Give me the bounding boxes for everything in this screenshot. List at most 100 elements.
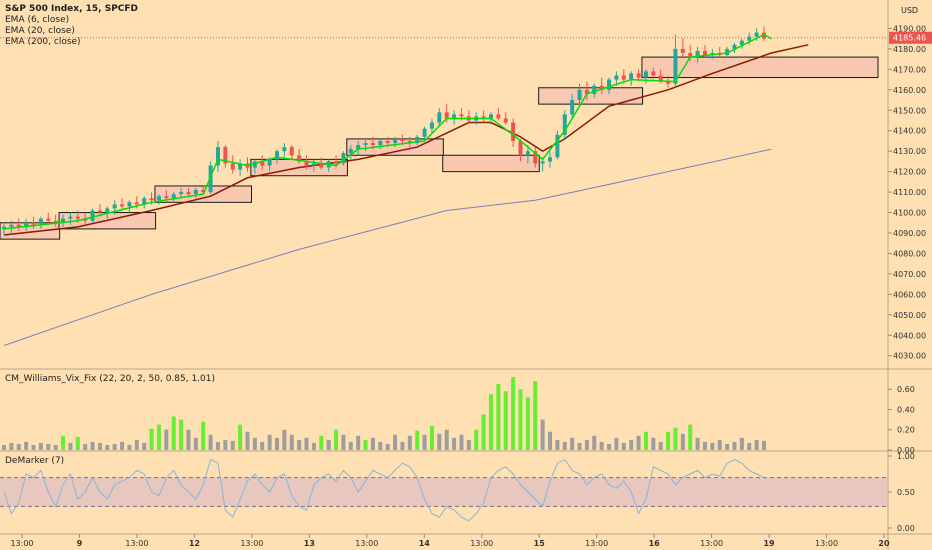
demarker-line [3,458,765,522]
candle-body [149,198,154,201]
vix-bar [518,389,523,450]
vix-bar [680,433,685,450]
vix-bar [134,439,139,450]
price-tick-label: 4070.00 [893,270,926,279]
candle-body [496,114,501,119]
vix-bar [503,391,508,450]
vix-bar [179,419,184,450]
vix-bar [732,441,737,450]
demarker-tick-label: 0.50 [897,488,915,497]
vix-bar [260,441,265,450]
vix-bar [540,419,545,450]
vix-bar [230,440,235,450]
vix-bar [570,437,575,450]
candle-body [238,163,243,170]
candle-body [223,147,228,164]
candle-body [540,161,545,164]
candle-body [378,140,383,146]
vix-bar [511,377,516,450]
vix-bar [614,437,619,450]
legend-ema6: EMA (6, close) [5,15,70,25]
candle-body [215,147,220,166]
candle-body [621,75,626,80]
candle-body [747,36,752,41]
candle-body [171,194,176,199]
vix-bar [282,429,287,450]
vix-bar [68,442,73,450]
candle-body [363,143,368,146]
vix-bar [688,424,693,450]
ema200-line [3,148,772,346]
demarker-band [0,477,888,507]
candle-body [725,48,730,56]
candle-body [68,216,73,219]
vix-bar [90,441,95,450]
vix-bar [702,441,707,450]
candle-body [533,151,538,164]
vix-bar [422,434,427,450]
vix-bar [474,429,479,450]
vix-bar [666,431,671,450]
vix-bar [304,437,309,450]
price-tick-label: 4050.00 [893,311,926,320]
candle-body [311,163,316,166]
candle-body [105,208,110,213]
time-tick-label: 13:00 [470,539,493,548]
vix-bar [46,443,51,450]
vix-bar [319,435,324,450]
vix-bar [407,435,412,450]
time-tick-label: 15 [534,539,546,548]
vix-bar [762,440,766,450]
demarker-tick-label: 1.00 [897,452,915,461]
price-tick-label: 4080.00 [893,249,926,258]
candle-body [666,81,671,84]
price-tick-label: 4160.00 [893,86,926,95]
candle-body [97,210,102,213]
candle-body [16,224,21,227]
vix-bar [548,431,553,450]
candle-body [688,53,693,58]
vix-bar [629,439,634,450]
vix-bar [363,439,368,450]
price-tick-label: 4190.00 [893,24,926,33]
candle-body [2,226,6,229]
price-tick-label: 4150.00 [893,106,926,115]
vix-bar [252,437,257,450]
candle-body [24,222,29,227]
vix-bar [400,441,405,450]
candle-body [488,114,493,119]
vix-bar [9,442,14,450]
last-price-label: 4185.46 [893,34,926,43]
candle-body [208,165,213,193]
time-tick-label: 16 [649,539,661,548]
candle-body [267,159,272,166]
candle-body [156,196,161,201]
price-tick-label: 4100.00 [893,209,926,218]
legend-ema200: EMA (200, close) [5,37,81,47]
vix-bar [429,425,434,450]
candle-body [429,122,434,129]
candle-body [393,138,398,143]
candle-body [643,71,648,78]
vix-bar [658,441,663,450]
vix-bar [555,439,560,450]
candle-body [164,196,169,199]
vix-bar [53,444,58,450]
candle-body [400,138,405,141]
price-tick-label: 4180.00 [893,45,926,54]
vix-bar [533,381,538,450]
zone-box [0,222,61,240]
candle-body [732,44,737,49]
candle-body [112,204,117,209]
vix-bar [275,437,280,450]
vix-bar [215,441,220,450]
vix-bar [651,437,656,450]
candle-body [230,163,235,170]
vix-bar [61,435,66,450]
candle-body [422,128,427,137]
vix-bar [481,414,486,450]
candle-body [134,202,139,205]
candle-body [555,134,560,158]
vix-bar [725,443,730,450]
vix-bar [695,437,700,450]
